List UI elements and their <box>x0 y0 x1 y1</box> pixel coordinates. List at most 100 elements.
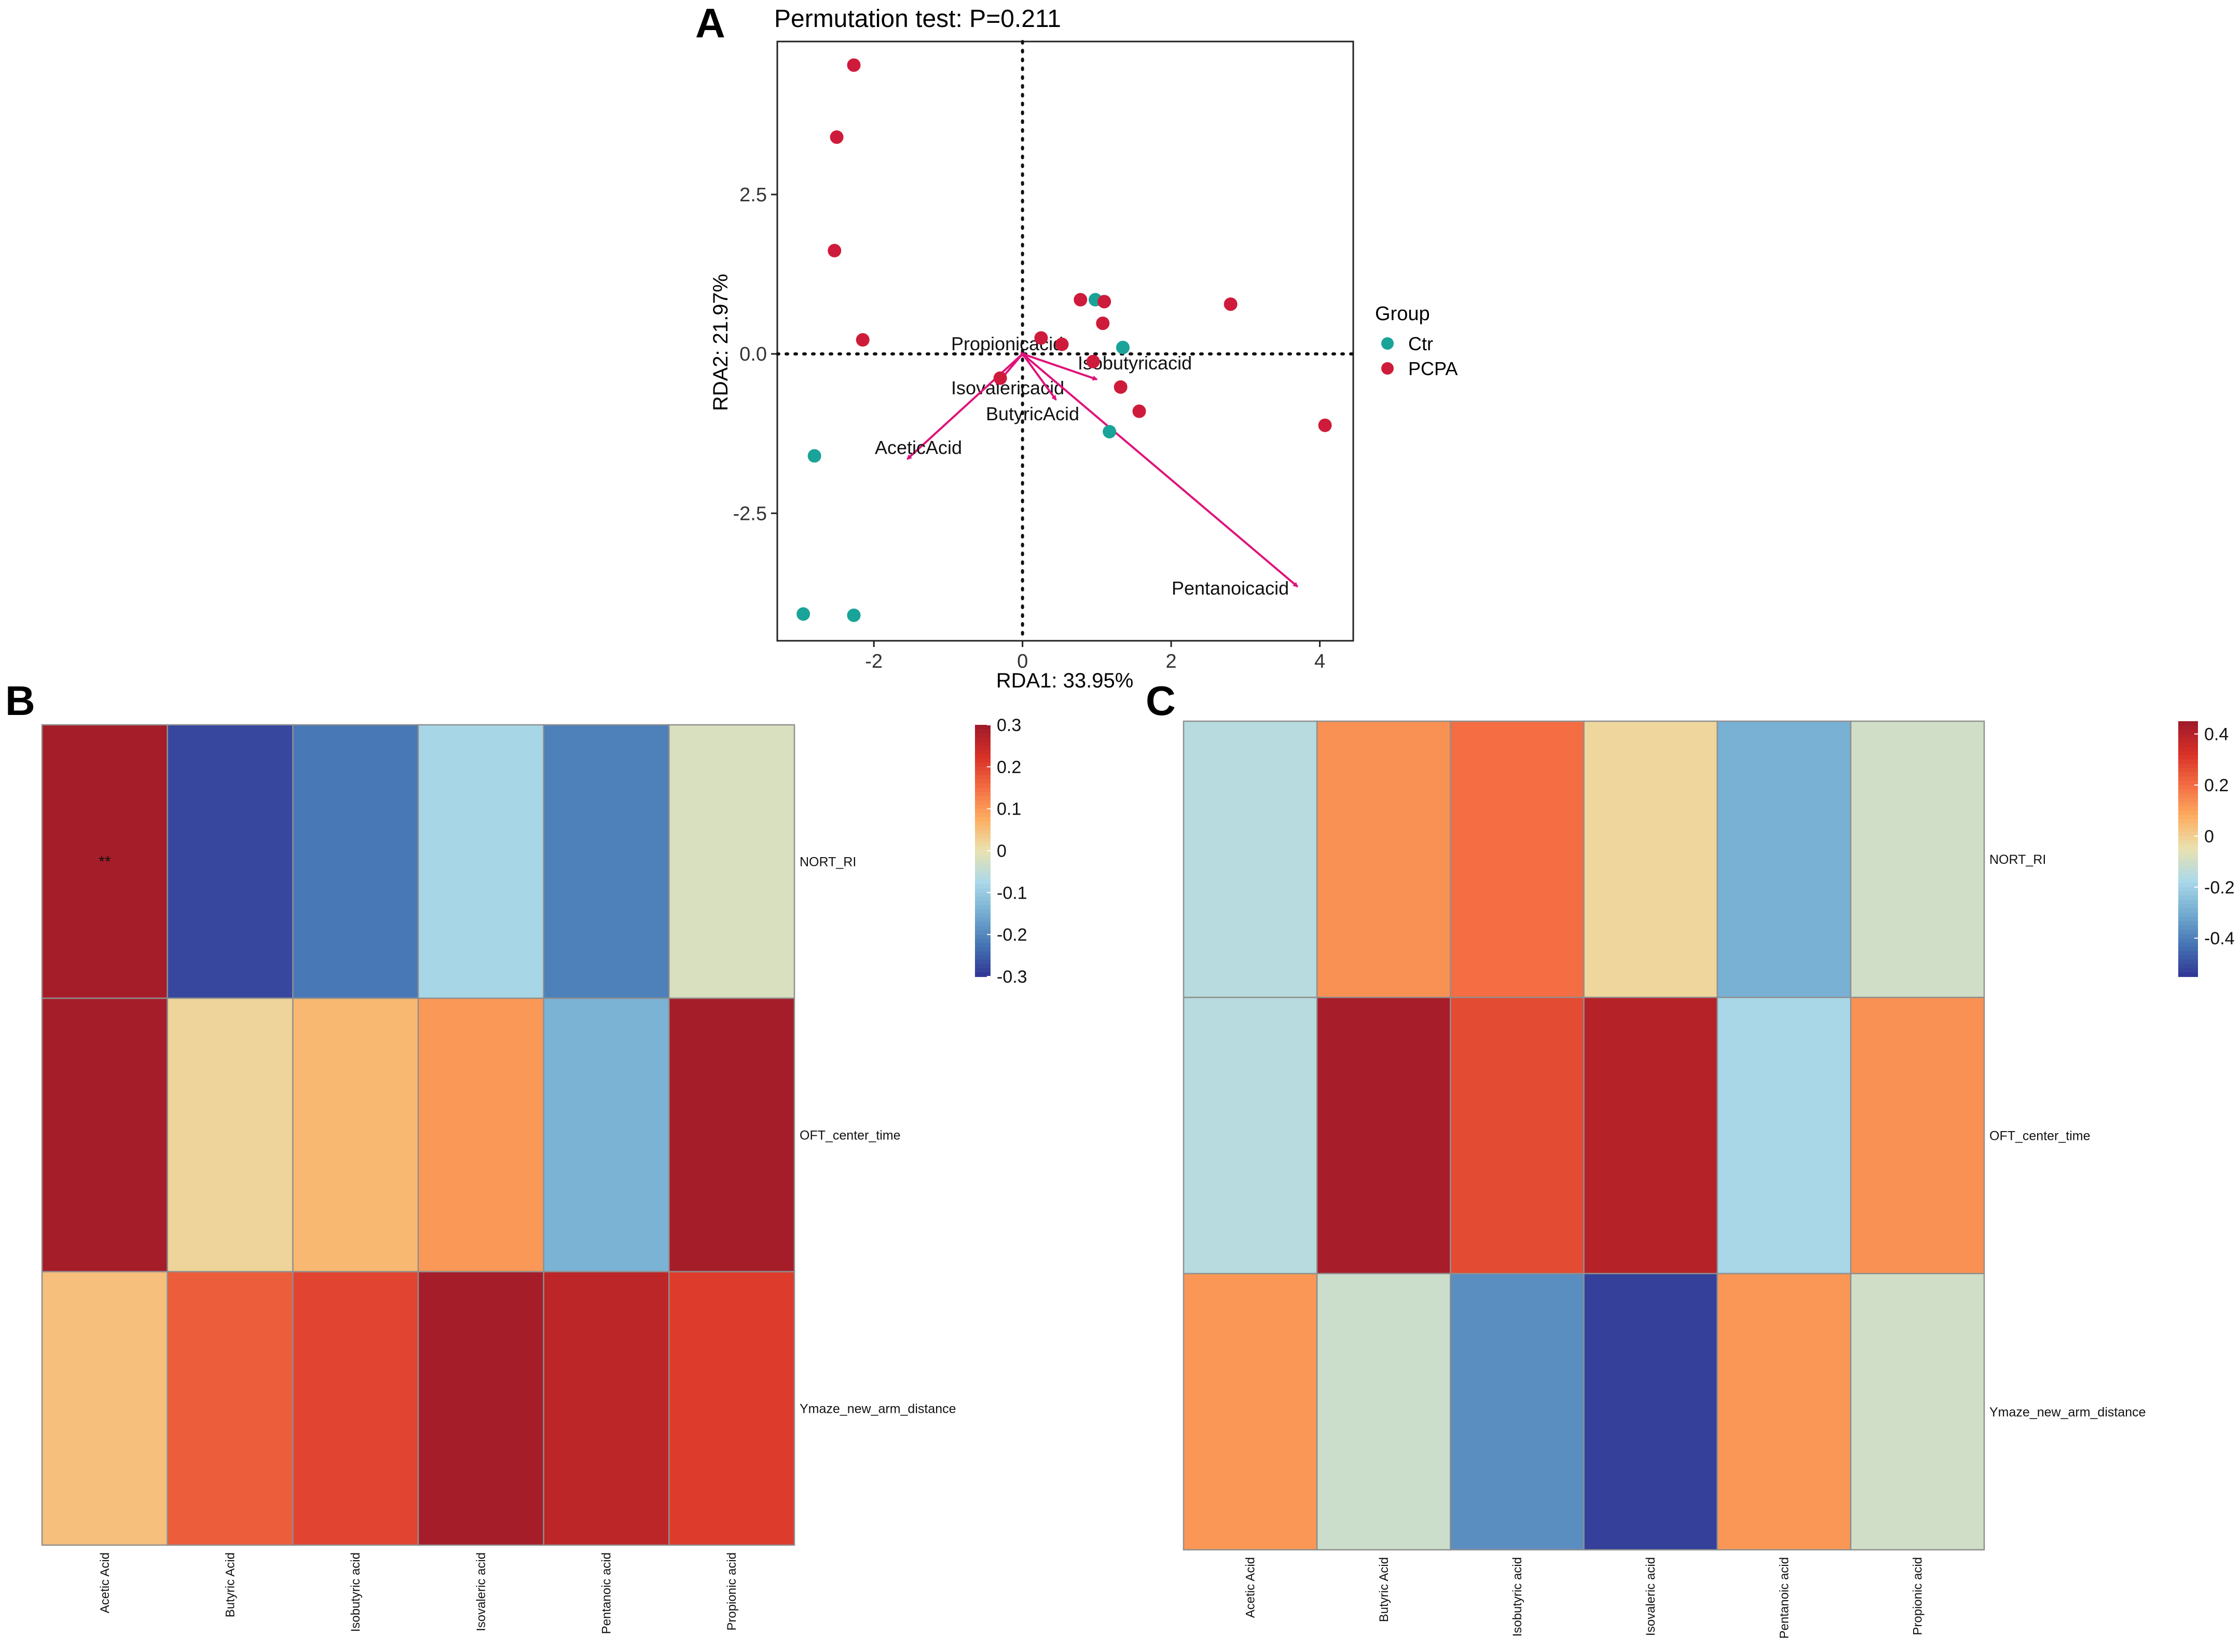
column-label-propionic-acid: Propionic acid <box>725 1552 739 1631</box>
heatmap-cell-b <box>668 1271 795 1546</box>
colorbar-segment <box>2178 883 2198 888</box>
colorbar-segment <box>2178 768 2198 773</box>
colorbar-segment <box>975 968 991 973</box>
colorbar-segment <box>975 943 991 948</box>
colorbar-segment <box>975 867 991 872</box>
row-label-oft-center-time: OFT_center_time <box>800 1128 901 1143</box>
colorbar-segment <box>2178 785 2198 790</box>
colorbar-segment <box>2178 913 2198 918</box>
colorbar-segment <box>2178 802 2198 807</box>
colorbar-segment <box>975 921 991 927</box>
colorbar-segment <box>975 750 991 755</box>
x-tick-label: -2 <box>865 651 883 672</box>
heatmap-cell-c <box>1583 720 1718 998</box>
heatmap-cell-c <box>1850 720 1985 998</box>
rda-ticks: -2 0 2 4 2.5 0.0 -2.5 <box>733 184 1326 672</box>
data-point-pcpa <box>1086 354 1100 368</box>
colorbar-segment <box>2178 887 2198 892</box>
colorbar-segment <box>2178 806 2198 811</box>
colorbar-segment <box>2178 865 2198 871</box>
heatmap-cell-b <box>543 997 670 1273</box>
panel-label-c: C <box>1146 678 1176 724</box>
data-point-pcpa <box>1074 293 1088 307</box>
colorbar-segment <box>2178 755 2198 760</box>
y-tick-label: 2.5 <box>739 184 767 206</box>
y-tick-label: 0.0 <box>739 343 767 365</box>
x-tick-label: 2 <box>1166 651 1177 672</box>
legend-dot-ctr <box>1381 337 1394 350</box>
colorbar-segment <box>975 909 991 914</box>
heatmap-cell-c <box>1316 997 1451 1274</box>
colorbar-segment <box>2178 929 2198 934</box>
colorbar-segment <box>2178 836 2198 841</box>
row-label-nort-ri: NORT_RI <box>1989 852 2046 867</box>
colorbar-segment <box>975 930 991 935</box>
heatmap-cell-b <box>292 1271 419 1546</box>
colorbar-segment <box>975 876 991 881</box>
column-label-pentanoic-acid: Pentanoic acid <box>1777 1557 1791 1639</box>
colorbar-segment <box>2178 942 2198 947</box>
colorbar-segment <box>975 830 991 835</box>
colorbar-tick-label: -0.3 <box>997 967 1027 987</box>
colorbar-segment <box>2178 849 2198 854</box>
y-tick-label: -2.5 <box>733 503 767 525</box>
colorbar-segment <box>2178 878 2198 884</box>
heatmap-cell-c <box>1716 1273 1852 1551</box>
colorbar-segment <box>975 951 991 956</box>
colorbar-segment <box>2178 742 2198 748</box>
colorbar-segment <box>975 926 991 931</box>
colorbar-tick-label: 0.3 <box>997 715 1021 735</box>
colorbar-segment <box>975 892 991 898</box>
colorbar-tick-label: 0 <box>2204 827 2214 846</box>
legend-label-ctr: Ctr <box>1408 333 1433 354</box>
colorbar-segment <box>2178 891 2198 897</box>
heatmap-c: NORT_RI OFT_center_time Ymaze_new_arm_dist… <box>1183 720 2235 1639</box>
colorbar-segment <box>2178 959 2198 965</box>
colorbar-segment <box>2178 815 2198 820</box>
panel-label-b: B <box>5 678 35 724</box>
colorbar-segment <box>2178 734 2198 739</box>
colorbar-tick-label: 0 <box>997 842 1007 861</box>
heatmap-cell-b <box>41 1271 168 1546</box>
heatmap-cell-c <box>1716 720 1852 998</box>
data-point-pcpa <box>1224 297 1238 311</box>
rda-y-label: RDA2: 21.97% <box>709 274 732 411</box>
colorbar-segment <box>975 800 991 805</box>
colorbar-segment <box>975 766 991 772</box>
colorbar-segment <box>2178 900 2198 905</box>
heatmap-cell-c <box>1316 1273 1451 1551</box>
data-point-ctr <box>1103 424 1117 438</box>
data-point-ctr <box>1116 340 1130 354</box>
column-label-isobutyric-acid: Isobutyric acid <box>1510 1557 1524 1636</box>
heatmap-cell-b <box>668 724 795 999</box>
colorbar-segment <box>975 888 991 893</box>
colorbar-segment <box>975 737 991 742</box>
heatmap-cell-b <box>167 997 294 1273</box>
colorbar-segment <box>975 834 991 839</box>
colorbar-segment <box>2178 780 2198 786</box>
colorbar-segment <box>975 838 991 843</box>
heatmap-cell-c <box>1583 997 1718 1274</box>
colorbar-segment <box>2178 921 2198 926</box>
heatmap-cell-c <box>1183 997 1318 1274</box>
colorbar-segment <box>2178 725 2198 731</box>
vector-label-aceticacid: AceticAcid <box>875 437 962 458</box>
colorbar-segment <box>2178 772 2198 777</box>
data-point-pcpa <box>1114 380 1128 394</box>
colorbar-segment <box>975 863 991 868</box>
colorbar-segment <box>975 741 991 747</box>
colorbar-segment <box>975 905 991 910</box>
colorbar-segment <box>2178 857 2198 862</box>
colorbar-segment <box>975 770 991 776</box>
data-point-pcpa <box>1097 295 1111 309</box>
data-point-pcpa <box>856 333 870 347</box>
colorbar-segment <box>2178 934 2198 939</box>
heatmap-cell-c <box>1450 720 1585 998</box>
colorbar-segment <box>2178 861 2198 866</box>
vector-arrow-pentanoicacid <box>1022 353 1299 588</box>
colorbar-segment <box>2178 828 2198 833</box>
colorbar-segment <box>2178 972 2198 977</box>
colorbar-segment <box>2178 968 2198 973</box>
rda-axes <box>776 40 1355 642</box>
colorbar-segment <box>975 725 991 730</box>
